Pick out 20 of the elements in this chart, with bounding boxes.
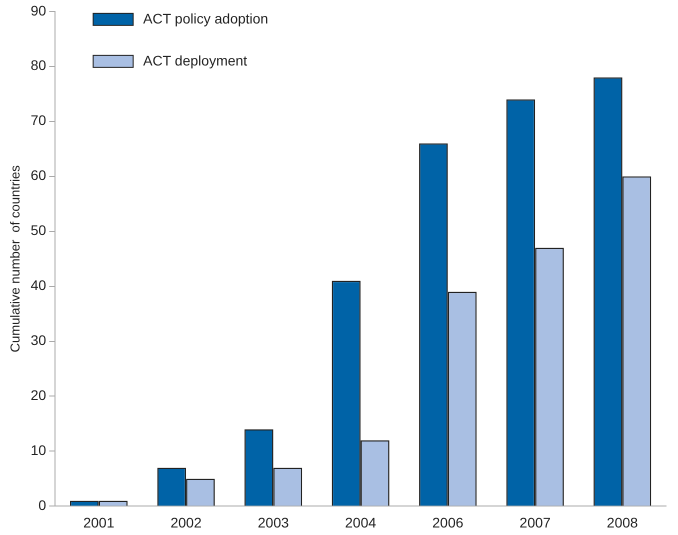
x-tick-label: 2003 bbox=[258, 514, 290, 530]
x-tick-label: 2004 bbox=[345, 514, 376, 530]
y-axis-title: Cumulative number of countries bbox=[7, 164, 22, 352]
x-tick-label: 2008 bbox=[606, 514, 638, 530]
y-tick-label: 80 bbox=[30, 57, 46, 74]
y-tick-label: 20 bbox=[30, 387, 46, 404]
y-tick-label: 0 bbox=[38, 497, 46, 514]
y-tick-label: 10 bbox=[30, 442, 46, 458]
y-tick-label: 40 bbox=[30, 277, 46, 294]
y-tick-label: 50 bbox=[30, 222, 46, 238]
x-tick-label: 2006 bbox=[432, 514, 464, 530]
y-tick-label: 60 bbox=[30, 167, 46, 184]
x-tick-label: 2007 bbox=[520, 514, 551, 530]
y-tick-label: 30 bbox=[30, 332, 46, 348]
legend-label: ACT deployment bbox=[143, 52, 248, 68]
x-tick-label: 2002 bbox=[170, 514, 202, 530]
legend-label: ACT policy adoption bbox=[143, 10, 268, 26]
y-tick-label: 70 bbox=[30, 112, 46, 128]
x-tick-label: 2001 bbox=[83, 514, 115, 530]
y-tick-label: 90 bbox=[30, 2, 46, 18]
